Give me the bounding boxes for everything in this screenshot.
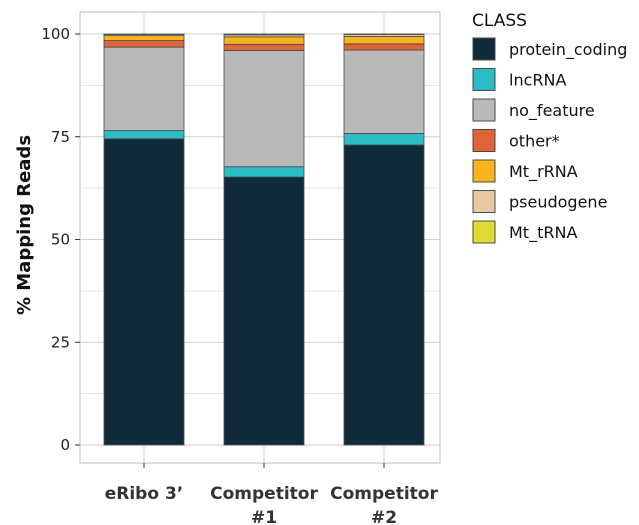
legend-label: Mt_tRNA	[509, 223, 577, 243]
y-tick-label: 25	[51, 333, 70, 351]
bar-segment-mt-trna	[223, 33, 305, 36]
y-tick-label: 0	[60, 436, 70, 454]
bar-segment-lncrna	[343, 133, 425, 146]
bar-segment-mt-rrna	[103, 35, 185, 41]
bars	[103, 33, 425, 446]
legend-swatch	[472, 220, 496, 244]
x-tick-label: eRibo 3’	[105, 484, 184, 504]
y-axis-title: % Mapping Reads	[14, 135, 35, 315]
bar-segment-no-feature	[103, 46, 185, 131]
bar-segment-protein-coding	[343, 144, 425, 446]
bar-segment-lncrna	[223, 166, 305, 178]
legend-title: CLASS	[472, 11, 527, 31]
bar-segment-other	[223, 43, 305, 51]
bar-segment-no-feature	[343, 49, 425, 134]
bar-segment-other	[343, 43, 425, 51]
legend: CLASS protein_coding lncRNA no_featureother…	[472, 11, 627, 244]
bar-segment-lncrna	[103, 130, 185, 140]
legend-swatch	[472, 159, 496, 183]
legend-label: no_feature	[509, 101, 595, 121]
legend-swatch	[472, 129, 496, 152]
legend-swatch	[472, 98, 496, 122]
legend-label: pseudogene	[509, 193, 607, 212]
y-tick-label: 100	[41, 25, 70, 43]
bar-segment-no-feature	[223, 50, 305, 168]
legend-swatch	[472, 37, 496, 61]
y-tick-label: 50	[51, 231, 70, 249]
x-tick-label: Competitor #1	[210, 484, 318, 525]
legend-label: lncRNA	[509, 71, 566, 90]
bar-segment-mt-rrna	[343, 36, 425, 45]
legend-label: protein_coding	[509, 40, 627, 60]
legend-label: other*	[509, 132, 560, 151]
bar-segment-protein-coding	[223, 176, 305, 446]
axes: 0 25 50 75 100 eRibo 3’ Competitor #1 Competitor…	[41, 25, 438, 525]
legend-swatch	[472, 68, 496, 91]
legend-swatch	[472, 190, 496, 213]
bar-segment-mt-rrna	[223, 36, 305, 45]
x-tick-label: Competitor #2	[330, 484, 438, 525]
bar-segment-other	[103, 40, 185, 48]
legend-label: Mt_rRNA	[509, 162, 578, 182]
y-tick-label: 75	[51, 128, 70, 146]
bar-segment-protein-coding	[103, 138, 185, 446]
